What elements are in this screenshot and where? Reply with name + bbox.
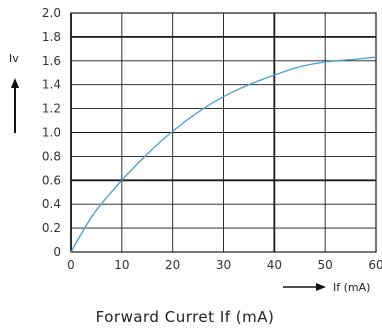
y-tick-label: 0: [53, 245, 61, 259]
x-tick-label: 10: [114, 258, 129, 272]
y-axis-arrow-head: [11, 78, 19, 88]
y-tick-label: 2.0: [42, 6, 61, 20]
x-tick-label: 60: [368, 258, 382, 272]
x-tick-label: 0: [67, 258, 75, 272]
curve-layer: [70, 56, 377, 253]
y-tick-label: 1.8: [42, 30, 61, 44]
x-axis-title: Forward Curret If (mA): [96, 308, 275, 326]
y-tick-labels: 0 0.2 0.4 0.6 0.8 1.0 1.2 1.4 1.6 1.8 2.0: [42, 6, 61, 259]
y-tick-label: 0.8: [42, 149, 61, 163]
grid: [70, 12, 377, 253]
series-line: [70, 56, 377, 253]
y-tick-label: 0.6: [42, 173, 61, 187]
x-axis-arrow-label: If (mA): [333, 281, 370, 294]
x-tick-labels: 0 10 20 30 40 50 60: [67, 258, 382, 272]
x-tick-label: 20: [165, 258, 180, 272]
y-axis-label: Iv: [9, 52, 19, 65]
y-tick-label: 1.2: [42, 102, 61, 116]
y-tick-label: 0.4: [42, 197, 61, 211]
y-tick-label: 1.4: [42, 78, 61, 92]
x-tick-label: 50: [318, 258, 333, 272]
x-tick-label: 30: [216, 258, 231, 272]
x-tick-label: 40: [267, 258, 282, 272]
y-tick-label: 0.2: [42, 221, 61, 235]
plot-frame: [70, 12, 377, 253]
y-tick-label: 1.6: [42, 54, 61, 68]
x-axis-arrow-head: [316, 283, 326, 291]
y-tick-label: 1.0: [42, 126, 61, 140]
